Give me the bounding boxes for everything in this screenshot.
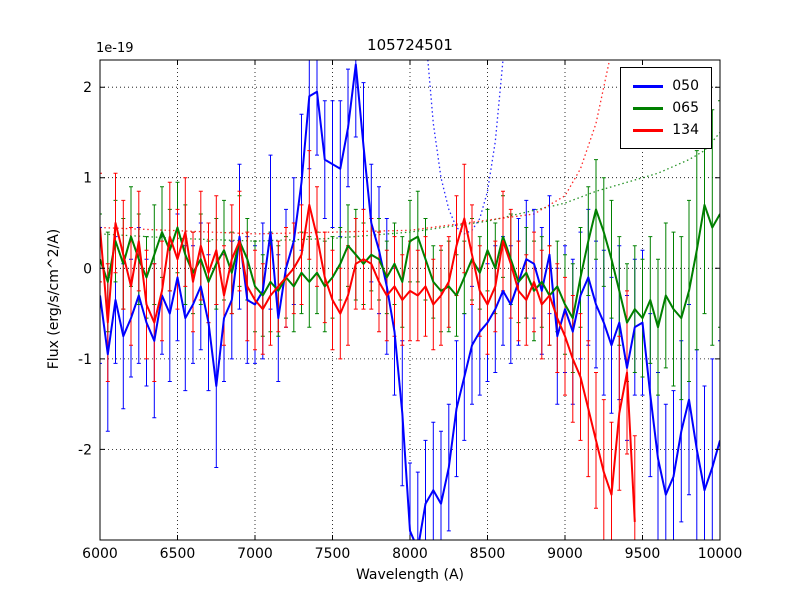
x-axis-label: Wavelength (A) <box>355 567 464 583</box>
x-tick-label: 9500 <box>625 546 661 562</box>
x-tick-label: 10000 <box>698 546 743 562</box>
x-tick-label: 9000 <box>547 546 583 562</box>
y-tick-label: -1 <box>78 352 92 368</box>
y-tick-label: -2 <box>78 442 92 458</box>
tick-marks <box>99 60 721 540</box>
y-tick-label: 1 <box>83 171 92 187</box>
y-tick-label: 0 <box>83 261 92 277</box>
x-tick-label: 7000 <box>237 546 273 562</box>
series-line-134 <box>100 203 636 522</box>
series-line-065 <box>100 203 720 329</box>
series-line-050 <box>100 63 720 540</box>
x-tick-label: 8500 <box>470 546 506 562</box>
x-tick-label: 8000 <box>392 546 428 562</box>
plot-title: 105724501 <box>367 36 453 54</box>
legend-item: 065 <box>633 97 699 119</box>
legend-item: 050 <box>633 75 699 97</box>
legend-line-sample <box>633 106 664 110</box>
legend-line-sample <box>633 84 664 88</box>
legend-label: 050 <box>672 78 699 94</box>
noise-curve-134-noise <box>100 60 611 235</box>
x-tick-label: 6000 <box>82 546 118 562</box>
x-tick-label: 6500 <box>160 546 196 562</box>
legend-line-sample <box>633 128 664 132</box>
y-scale-offset: 1e-19 <box>96 41 134 56</box>
legend-item: 134 <box>633 119 699 141</box>
legend-label: 134 <box>672 122 699 138</box>
y-tick-label: 2 <box>83 80 92 96</box>
x-tick-label: 7500 <box>315 546 351 562</box>
y-axis-label: Flux (erg/s/cm^2/A) <box>46 228 62 370</box>
data-layer <box>100 60 720 540</box>
legend: 050 065 134 <box>620 67 712 149</box>
errorbars-134 <box>100 150 637 540</box>
legend-label: 065 <box>672 100 699 116</box>
